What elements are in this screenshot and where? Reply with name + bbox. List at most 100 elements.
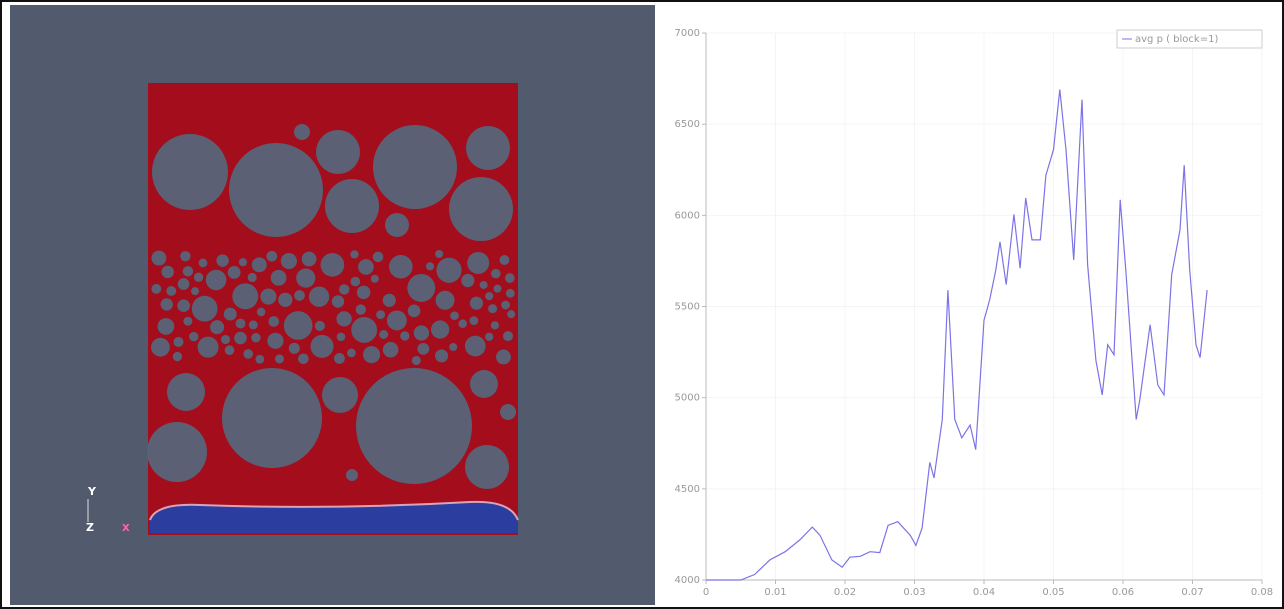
particle xyxy=(339,284,349,294)
particle xyxy=(267,333,283,349)
particle xyxy=(321,253,345,277)
particle xyxy=(269,316,280,327)
particle xyxy=(358,259,374,275)
particle xyxy=(309,287,329,307)
particle xyxy=(346,469,358,481)
x-tick-label: 0.02 xyxy=(834,587,856,598)
y-tick-label: 6500 xyxy=(675,119,700,130)
particle xyxy=(363,346,380,363)
particle xyxy=(356,368,472,484)
particle xyxy=(206,270,227,291)
particle xyxy=(485,333,493,341)
legend-label: avg p ( block=1) xyxy=(1135,34,1218,45)
particle xyxy=(356,304,366,314)
particle xyxy=(465,445,509,489)
particle xyxy=(252,257,267,272)
y-tick-label: 5000 xyxy=(675,393,700,404)
particle xyxy=(436,258,461,283)
particle xyxy=(239,258,247,266)
particle xyxy=(469,316,478,325)
particle xyxy=(501,301,510,310)
particle xyxy=(407,274,435,302)
particle xyxy=(166,286,176,296)
particle xyxy=(470,370,498,398)
particle xyxy=(450,311,459,320)
particle xyxy=(173,337,183,347)
particle xyxy=(408,305,421,318)
x-tick-label: 0.07 xyxy=(1181,587,1203,598)
x-tick-label: 0 xyxy=(703,587,709,598)
particle xyxy=(491,269,501,279)
particle xyxy=(225,345,235,355)
particle xyxy=(158,318,175,335)
particle xyxy=(435,349,448,362)
particle xyxy=(417,343,429,355)
particle xyxy=(379,330,388,339)
particle xyxy=(470,297,483,310)
particle xyxy=(294,124,310,140)
particle xyxy=(507,310,515,318)
particle xyxy=(461,274,474,287)
particle xyxy=(371,275,379,283)
particle xyxy=(315,321,325,331)
particle xyxy=(183,266,193,276)
particle xyxy=(373,125,457,209)
particle xyxy=(216,254,228,266)
particle xyxy=(491,321,499,329)
particle xyxy=(228,266,241,279)
particle xyxy=(236,319,246,329)
particle xyxy=(224,308,237,321)
x-tick-label: 0.01 xyxy=(764,587,786,598)
particle xyxy=(151,284,161,294)
particle xyxy=(210,320,224,334)
particle xyxy=(198,337,219,358)
particle xyxy=(191,287,199,295)
particle xyxy=(426,262,434,270)
particle xyxy=(167,373,205,411)
particle xyxy=(351,317,377,343)
particle xyxy=(376,310,385,319)
x-tick-label: 0.04 xyxy=(973,587,995,598)
particle xyxy=(310,335,333,358)
particle xyxy=(289,343,300,354)
particle xyxy=(499,255,509,265)
particle xyxy=(199,259,208,268)
particle xyxy=(485,292,493,300)
particle xyxy=(221,335,230,344)
particle xyxy=(248,273,257,282)
particle xyxy=(350,250,358,258)
particle xyxy=(183,317,192,326)
particle xyxy=(151,338,170,357)
particle xyxy=(414,325,429,340)
particle xyxy=(271,270,287,286)
particle xyxy=(458,320,466,328)
particle xyxy=(229,143,323,237)
particle xyxy=(465,336,486,357)
particle xyxy=(189,332,199,342)
particle xyxy=(350,277,360,287)
particle xyxy=(192,296,218,322)
axis-z-label: Z xyxy=(86,521,94,534)
particle xyxy=(298,353,309,364)
particle xyxy=(496,350,511,365)
particle xyxy=(296,268,315,287)
particle xyxy=(161,266,173,278)
particle xyxy=(325,179,379,233)
particle xyxy=(260,288,276,304)
axis-x-label: X xyxy=(122,523,130,534)
particle xyxy=(257,308,266,317)
particle xyxy=(173,352,182,361)
particle xyxy=(505,273,515,283)
x-tick-label: 0.05 xyxy=(1042,587,1064,598)
particle xyxy=(347,349,356,358)
particle xyxy=(178,278,190,290)
y-tick-label: 4500 xyxy=(675,484,700,495)
particle xyxy=(316,130,360,174)
particle xyxy=(332,295,344,307)
particle xyxy=(251,333,260,342)
axis-y-label: Y xyxy=(87,485,97,498)
y-tick-label: 7000 xyxy=(675,28,700,39)
particle xyxy=(322,377,358,413)
y-tick-label: 4000 xyxy=(675,575,700,586)
particle xyxy=(466,126,510,170)
